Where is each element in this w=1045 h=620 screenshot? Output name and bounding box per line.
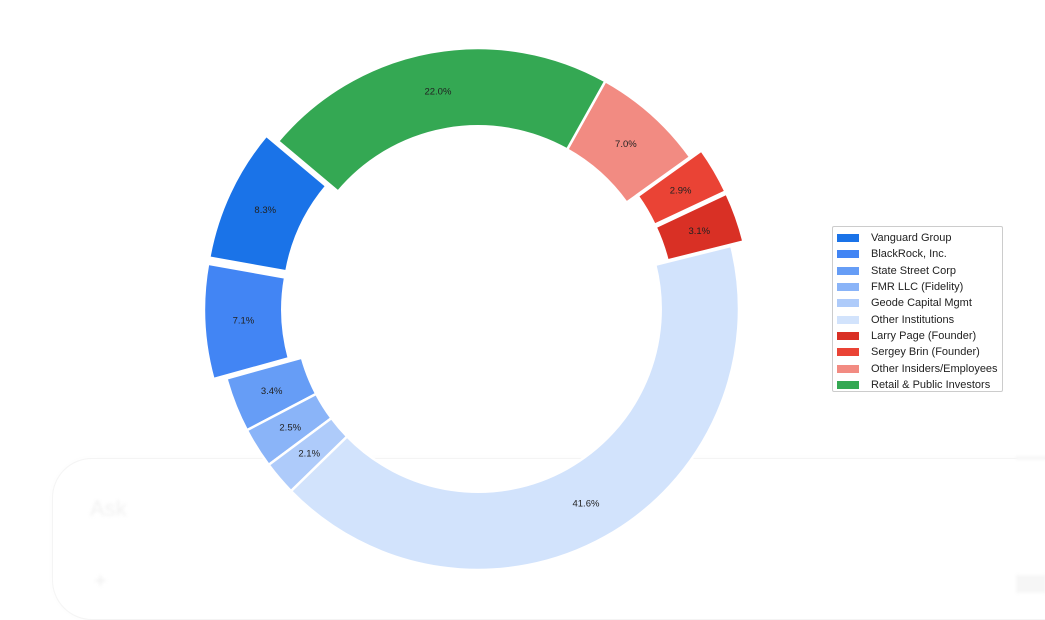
slice-percent-label: 41.6% xyxy=(572,498,599,509)
legend-item-vanguard[interactable]: Vanguard Group xyxy=(837,230,1002,246)
legend-label: Other Insiders/Employees xyxy=(871,362,998,375)
slice-percent-label: 2.9% xyxy=(670,186,692,197)
legend-label: Geode Capital Mgmt xyxy=(871,297,972,310)
legend-item-fmr[interactable]: FMR LLC (Fidelity) xyxy=(837,279,1002,295)
chart-slice-labels: 8.3% 7.1% 3.4% 2.5% 2.1% 41.6% 3.1% 2.9% 7.0% 22.… xyxy=(233,86,711,509)
legend-swatch xyxy=(837,331,859,340)
plus-icon: + xyxy=(94,568,107,593)
legend-label: Retail & Public Investors xyxy=(871,378,991,391)
chart-legend: Vanguard Group BlackRock, Inc. State Str… xyxy=(832,226,1003,392)
background-divider xyxy=(1016,456,1045,460)
chart-slices xyxy=(202,46,746,572)
legend-label: Other Institutions xyxy=(871,313,955,326)
legend-swatch xyxy=(837,380,859,389)
legend-swatch xyxy=(837,283,859,292)
legend-item-other-institutions[interactable]: Other Institutions xyxy=(837,311,1002,327)
slice-percent-label: 3.1% xyxy=(688,226,710,237)
legend-label: Vanguard Group xyxy=(871,232,952,245)
donut-slice[interactable] xyxy=(276,46,608,194)
legend-swatch xyxy=(837,234,859,243)
legend-item-geode[interactable]: Geode Capital Mgmt xyxy=(837,295,1002,311)
legend-label: FMR LLC (Fidelity) xyxy=(871,281,964,294)
legend-label: State Street Corp xyxy=(871,264,956,277)
slice-percent-label: 3.4% xyxy=(261,386,283,397)
donut-slice[interactable] xyxy=(207,133,329,273)
legend-item-sergey-brin[interactable]: Sergey Brin (Founder) xyxy=(837,344,1002,360)
legend-item-other-insiders[interactable]: Other Insiders/Employees xyxy=(837,360,1002,376)
background-input-placeholder: Ask xyxy=(90,496,127,521)
donut-slice[interactable] xyxy=(653,192,746,262)
slice-percent-label: 7.0% xyxy=(615,139,637,150)
donut-slice[interactable] xyxy=(202,262,291,381)
legend-item-state-street[interactable]: State Street Corp xyxy=(837,263,1002,279)
legend-swatch xyxy=(837,250,859,259)
legend-swatch xyxy=(837,315,859,324)
legend-swatch xyxy=(837,266,859,275)
donut-slice[interactable] xyxy=(289,244,741,572)
legend-swatch xyxy=(837,299,859,308)
legend-item-blackrock[interactable]: BlackRock, Inc. xyxy=(837,246,1002,262)
legend-item-retail[interactable]: Retail & Public Investors xyxy=(837,377,1002,393)
legend-swatch xyxy=(837,348,859,357)
slice-percent-label: 2.5% xyxy=(279,423,301,434)
legend-label: Larry Page (Founder) xyxy=(871,329,977,342)
slice-percent-label: 7.1% xyxy=(233,315,255,326)
slice-percent-label: 8.3% xyxy=(254,205,276,216)
slice-percent-label: 2.1% xyxy=(298,448,320,459)
legend-label: Sergey Brin (Founder) xyxy=(871,346,980,359)
background-button xyxy=(1016,575,1045,593)
legend-label: BlackRock, Inc. xyxy=(871,248,947,261)
legend-swatch xyxy=(837,364,859,373)
legend-item-larry-page[interactable]: Larry Page (Founder) xyxy=(837,328,1002,344)
slice-percent-label: 22.0% xyxy=(424,86,451,97)
